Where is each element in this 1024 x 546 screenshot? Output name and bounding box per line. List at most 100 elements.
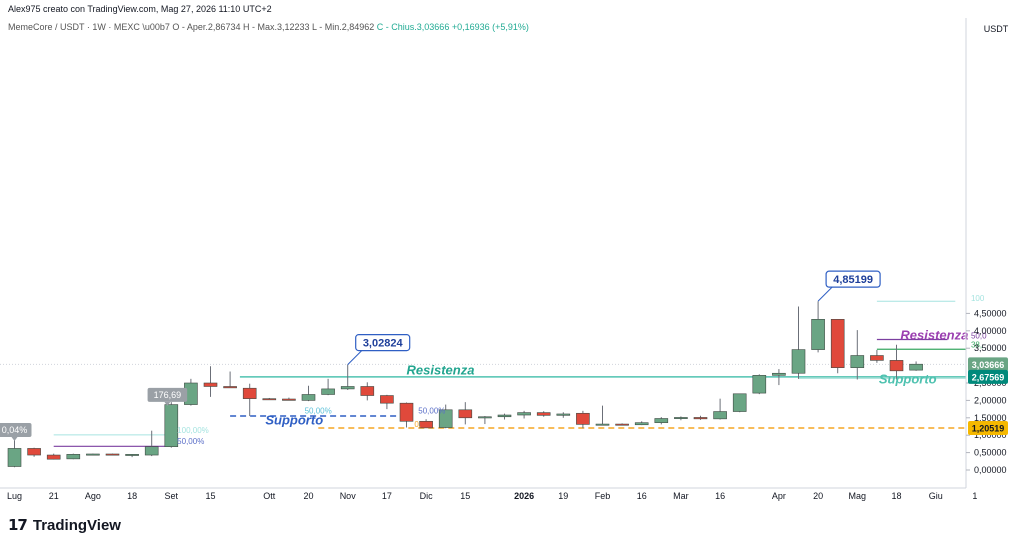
candle (46, 453, 61, 460)
fib-label: 50,00% (418, 406, 445, 415)
level-lines (53, 300, 966, 447)
candle-body-up (732, 393, 747, 412)
price-callout: 3,02824 (347, 334, 411, 365)
axes: USDT 0,00000 0,50000 1,00000 1,50000 2,00000 2… (0, 18, 1009, 501)
candle (399, 402, 414, 428)
last-price-tag-bg (968, 357, 1008, 372)
annotations: 50,00% 50,00% 50,00% 100,00% 176,69 0,04% 100 5… (0, 270, 987, 446)
chart-creator-line: Alex975 creato con TradingView.com, Mag … (8, 4, 272, 14)
grey-price-tag-text: 176,69 (154, 390, 182, 400)
x-tick-label: 15 (205, 491, 215, 501)
candle-body-up (66, 454, 81, 460)
x-tick-label: Dic (420, 491, 433, 501)
symbol-label[interactable]: MemeCore / USDT · 1W · MEXC (8, 22, 140, 32)
y-tick-label: 2,00000 (974, 395, 1007, 405)
candle-body-up (478, 416, 492, 419)
callout-text: 4,85199 (833, 274, 873, 286)
annotation-label: Resistenza (407, 362, 475, 377)
candle-body-down (870, 355, 884, 361)
x-tick-label: 16 (715, 491, 725, 501)
x-tick-label: Lug (7, 491, 22, 501)
x-tick-label: Feb (595, 491, 611, 501)
candle (419, 419, 433, 429)
candle-body-up (86, 453, 100, 456)
x-tick-label: 20 (813, 491, 823, 501)
candle (870, 349, 884, 363)
candle (105, 453, 120, 456)
candle-body-up (301, 394, 316, 401)
candle (27, 447, 41, 457)
price-callout: 4,85199 (817, 270, 881, 302)
candle (380, 394, 394, 410)
candle-body-down (27, 448, 41, 456)
candle-body-down (380, 395, 394, 404)
grey-price-tag-bg (147, 387, 188, 402)
candle (223, 371, 237, 389)
candle (576, 410, 590, 429)
x-tick-label: 15 (460, 491, 470, 501)
candle (634, 421, 649, 426)
candle (595, 405, 610, 426)
level-price-tag: 2,67569 (968, 369, 1008, 384)
currency-label: USDT (984, 24, 1009, 34)
candle-body-down (242, 387, 257, 399)
x-tick-label: 20 (303, 491, 313, 501)
grey-price-tag-pointer (164, 401, 171, 406)
candle-body-down (360, 386, 375, 396)
callout-box (355, 334, 411, 352)
candle (301, 385, 316, 402)
level-price-tag: 1,20519 (968, 421, 1008, 436)
fib-label: 50,00% (177, 437, 204, 446)
candle-body-down (889, 360, 904, 372)
x-tick-label: 18 (127, 491, 137, 501)
candle-body-up (791, 349, 806, 374)
candle (811, 301, 825, 353)
candle (125, 453, 139, 458)
x-tick-label: Apr (772, 491, 786, 501)
y-tick-label: 4,00000 (974, 326, 1007, 336)
x-tick-label: Mar (673, 491, 689, 501)
candle-body-up (164, 404, 179, 447)
x-tick-label: 2026 (514, 491, 534, 501)
candle (752, 374, 767, 395)
candle (674, 416, 688, 421)
callout-text: 3,02824 (363, 338, 404, 350)
grey-price-tag-text: 0,04% (2, 425, 28, 435)
candle (282, 397, 296, 401)
callout-leader (817, 286, 833, 302)
candle-body-up (772, 372, 786, 376)
x-tick-label: Mag (849, 491, 867, 501)
candle (7, 438, 22, 468)
candle-body-up (654, 418, 669, 423)
candle (262, 397, 277, 401)
fib-label: 50,0 (971, 331, 987, 340)
fib-label: 0, (414, 420, 421, 429)
grey-price-tag-bg (0, 422, 32, 437)
candle-body-down (46, 454, 61, 460)
candle (772, 369, 786, 386)
tradingview-logo[interactable]: 17 TradingView (8, 516, 121, 534)
y-tick-label: 4,50000 (974, 308, 1007, 318)
candle-body-up (850, 355, 865, 368)
candle-body-up (674, 417, 688, 419)
candle-body-up (438, 409, 453, 428)
candle (458, 402, 473, 425)
candle-body-down (203, 382, 218, 387)
candle-body-up (125, 454, 139, 456)
candle (497, 413, 512, 420)
candle (732, 393, 747, 413)
candle (713, 398, 727, 420)
candles (7, 301, 923, 468)
candle-body-up (556, 413, 571, 416)
candle-body-up (713, 411, 727, 420)
candle-body-down (419, 420, 433, 429)
x-tick-label: 1 (972, 491, 977, 501)
level-price-tag-text: 2,67569 (972, 372, 1005, 382)
candle (830, 319, 845, 374)
grey-price-tag: 0,04% (0, 422, 32, 441)
candle (66, 453, 81, 460)
candle-body-up (321, 388, 335, 395)
candle-body-up (497, 414, 512, 418)
candle-body-up (7, 448, 22, 467)
